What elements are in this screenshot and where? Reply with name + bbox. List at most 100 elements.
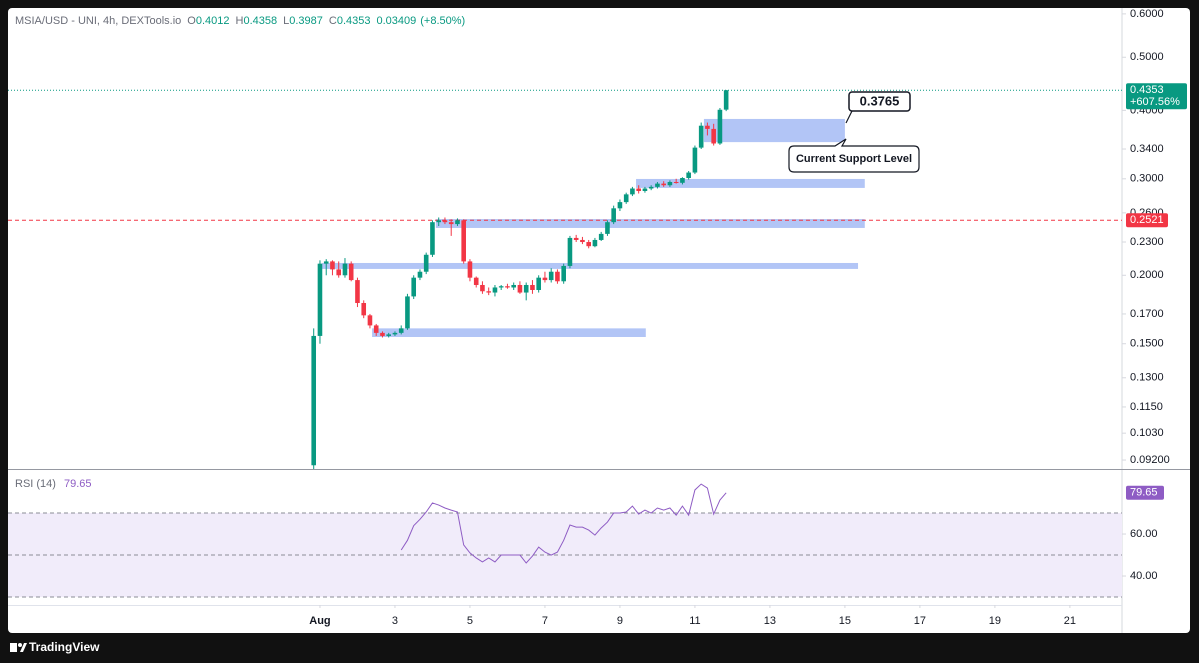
candle-body: [373, 325, 379, 333]
x-tick-label: Aug: [309, 615, 330, 627]
candle-body: [398, 328, 404, 333]
candle-body: [692, 147, 698, 173]
y-tick-label: 0.2000: [1130, 269, 1164, 281]
candle-body: [655, 183, 660, 187]
candle-body: [417, 271, 423, 278]
candle-body: [367, 315, 373, 326]
rsi-header: RSI (14) 79.65: [15, 478, 92, 490]
candle-body: [348, 263, 354, 281]
support-zone: [372, 328, 646, 338]
support-zone: [321, 262, 859, 269]
candle-body: [530, 284, 535, 290]
x-tick-label: 19: [989, 615, 1001, 627]
candle-body: [323, 261, 329, 264]
legend-header: MSIA/USD - UNI, 4h, DEXTools.io O0.4012 H0…: [15, 15, 465, 27]
x-tick-label: 11: [689, 615, 700, 627]
x-tick-label: 13: [764, 615, 776, 627]
candle-body: [517, 284, 523, 293]
candle-body: [561, 265, 566, 282]
candle-body: [473, 277, 479, 285]
reference-price-label: 0.2521: [1130, 214, 1164, 226]
candle-body: [573, 237, 579, 240]
y-tick-label: 0.5000: [1130, 51, 1164, 63]
candle-body: [380, 332, 385, 336]
candle-body: [423, 254, 429, 272]
tradingview-logo: [10, 643, 27, 652]
candle-body: [442, 220, 448, 223]
y-tick-label: 0.1150: [1130, 401, 1163, 413]
rsi-value-label: 79.65: [1130, 487, 1158, 499]
candle-body: [567, 237, 573, 266]
candle-body: [486, 291, 491, 293]
candle-body: [430, 222, 435, 255]
x-tick-label: 7: [542, 615, 548, 627]
candle-body: [586, 242, 591, 247]
legend-field-value: 0.4358: [243, 15, 277, 27]
y-tick-label: 0.09200: [1130, 454, 1170, 466]
legend-title: MSIA/USD - UNI, 4h, DEXTools.io: [15, 15, 181, 27]
rsi-value-box: [1126, 485, 1164, 500]
candle-body: [698, 125, 704, 148]
candle-body: [542, 277, 548, 281]
candle-body: [555, 271, 560, 282]
legend-change: 0.03409: [377, 15, 417, 27]
candle-body: [717, 109, 723, 144]
y-tick-label: 0.2300: [1130, 236, 1164, 248]
reference-price-box: [1126, 213, 1168, 228]
candle-body: [648, 186, 654, 189]
y-tick-label: 0.1500: [1130, 338, 1164, 350]
zone-layer: [8, 89, 1122, 338]
legend-field-label: C: [329, 15, 337, 27]
candle-body: [642, 188, 648, 192]
candle-body: [498, 286, 504, 288]
candle-body: [667, 181, 673, 186]
footer-brand: TradingView: [29, 640, 100, 654]
candle-body: [461, 220, 466, 262]
candle-body: [611, 208, 616, 223]
x-tick-label: 9: [617, 615, 623, 627]
candle-body: [705, 125, 710, 129]
candle-body: [455, 220, 460, 225]
support-zone: [435, 219, 865, 228]
rsi-y-tick-label: 40.00: [1130, 570, 1158, 582]
price-callout: 0.3765: [860, 93, 900, 108]
candle-body: [598, 233, 604, 240]
candle-body: [711, 128, 716, 144]
x-tick-label: 15: [839, 615, 851, 627]
candle-body: [405, 296, 410, 329]
candle-body: [605, 222, 610, 234]
candle-body: [448, 222, 454, 225]
candle-body: [386, 334, 391, 336]
rsi-value: 79.65: [64, 478, 92, 490]
x-tick-label: 17: [914, 615, 926, 627]
last-price-box: [1126, 83, 1187, 110]
candle-body: [392, 332, 398, 335]
candle-body: [673, 181, 679, 183]
last-price-label: 0.4353: [1130, 84, 1164, 96]
candle-body: [536, 277, 541, 290]
candle-body: [355, 280, 360, 304]
callout-box: [788, 138, 920, 173]
y-tick-label: 0.1030: [1130, 427, 1164, 439]
last-price-change: +607.56%: [1130, 96, 1180, 108]
candle-body: [686, 172, 691, 179]
y-tick-label: 0.1300: [1130, 372, 1164, 384]
candle-body: [592, 239, 598, 247]
y-tick-label: 0.3400: [1130, 143, 1164, 155]
price-callout-box: [848, 91, 911, 112]
rsi-y-tick-label: 60.00: [1130, 528, 1158, 540]
candle-body: [311, 335, 317, 466]
y-tick-label: 0.3000: [1130, 173, 1164, 185]
candle-body: [630, 188, 635, 195]
x-tick-label: 3: [392, 615, 398, 627]
candle-body: [523, 284, 529, 293]
candle-body: [336, 269, 342, 276]
candle-body: [548, 271, 554, 281]
legend-field-label: L: [283, 15, 289, 27]
support-zone: [636, 178, 865, 188]
x-tick-label: 5: [467, 615, 473, 627]
x-tick-label: 21: [1064, 615, 1076, 627]
legend-field-label: H: [236, 15, 244, 27]
